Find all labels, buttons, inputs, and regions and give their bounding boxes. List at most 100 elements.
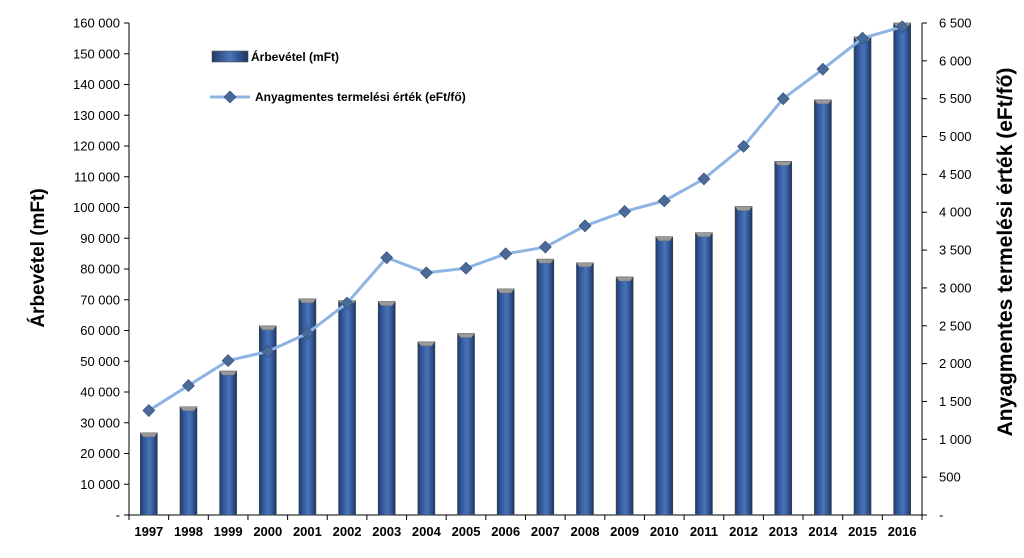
x-tick-label-2000: 2000 bbox=[253, 524, 282, 539]
line-point-2015 bbox=[856, 31, 869, 45]
y-left-tick-label: 140 000 bbox=[73, 77, 120, 92]
y-axis-right-ticks: - 500 1 000 1 500 2 000 2 500 3 000 3 500 4 000 4… bbox=[922, 16, 972, 523]
y-right-tick-label: - bbox=[939, 508, 943, 523]
bar-cap-2004 bbox=[417, 341, 436, 347]
legend-line-label: Anyagmentes termelési érték (eFt/fő) bbox=[255, 90, 466, 104]
bar-cap-2001 bbox=[298, 298, 317, 304]
bar-1998 bbox=[179, 406, 198, 516]
bar-cap-2006 bbox=[496, 288, 515, 294]
y-left-tick-label: 120 000 bbox=[73, 139, 120, 154]
y-right-tick-label: 6 000 bbox=[939, 53, 972, 68]
bar-1997 bbox=[140, 432, 158, 516]
y-left-tick-label: 40 000 bbox=[80, 385, 120, 400]
line-point-2008 bbox=[578, 219, 592, 233]
y-right-tick-label: 4 500 bbox=[939, 167, 972, 182]
line-point-2016 bbox=[895, 20, 909, 34]
y-right-tick-label: 6 500 bbox=[939, 16, 972, 31]
y-right-tick-label: 3 000 bbox=[939, 280, 972, 295]
line-point-2001 bbox=[301, 326, 314, 340]
bar-cap-2007 bbox=[536, 258, 555, 264]
x-tick-label-1997: 1997 bbox=[134, 524, 163, 539]
line-point-2011 bbox=[697, 172, 711, 186]
line-point-2012 bbox=[737, 139, 750, 153]
line-point-2000 bbox=[261, 345, 275, 358]
bar-2007 bbox=[536, 258, 555, 516]
y-left-tick-label: 160 000 bbox=[73, 16, 120, 31]
x-tick-label-2005: 2005 bbox=[452, 524, 481, 539]
line-point-2013 bbox=[776, 92, 790, 106]
bar-2015 bbox=[853, 36, 872, 516]
bar-2011 bbox=[695, 232, 713, 516]
bar-2004 bbox=[417, 341, 436, 516]
x-tick-label-2010: 2010 bbox=[650, 524, 679, 539]
bar-cap-1997 bbox=[139, 432, 158, 438]
x-tick-label-2001: 2001 bbox=[293, 524, 322, 539]
bar-2003 bbox=[377, 301, 396, 516]
bar-2010 bbox=[655, 236, 674, 516]
y-left-tick-label: 20 000 bbox=[80, 446, 120, 461]
y-right-tick-label: 5 000 bbox=[939, 129, 972, 144]
x-tick-label-2012: 2012 bbox=[729, 524, 758, 539]
line-point-1998 bbox=[182, 379, 195, 392]
x-tick-label-2013: 2013 bbox=[769, 524, 798, 539]
y-left-tick-label: 130 000 bbox=[73, 108, 120, 123]
line-point-2003 bbox=[380, 251, 394, 265]
line-point-2005 bbox=[459, 261, 473, 275]
line-point-2007 bbox=[538, 240, 552, 254]
y-left-tick-label: 30 000 bbox=[80, 415, 120, 430]
y-axis-left-title: Árbevétel (mFt) bbox=[27, 188, 49, 327]
line-series bbox=[142, 20, 909, 417]
x-tick-label-2003: 2003 bbox=[372, 524, 401, 539]
bar-cap-1998 bbox=[179, 406, 198, 411]
y-left-tick-label: 80 000 bbox=[80, 262, 120, 277]
x-tick-label-2008: 2008 bbox=[571, 524, 600, 539]
bar-cap-2013 bbox=[774, 161, 793, 166]
bar-cap-2011 bbox=[695, 232, 713, 237]
x-axis-ticks: 1997 1998 1999 2000 2001 2002 2003 2004 2005 2006… bbox=[128, 515, 923, 539]
bar-series bbox=[139, 22, 912, 516]
bar-cap-1999 bbox=[219, 370, 238, 376]
x-tick-label-2009: 2009 bbox=[610, 524, 639, 539]
line-path bbox=[148, 25, 903, 412]
bar-2012 bbox=[734, 206, 753, 516]
y-right-tick-label: 5 500 bbox=[939, 91, 972, 106]
x-tick-label-2006: 2006 bbox=[491, 524, 520, 539]
y-right-tick-label: 2 000 bbox=[939, 356, 972, 371]
y-left-tick-label: 90 000 bbox=[80, 231, 120, 246]
y-right-tick-label: 2 500 bbox=[939, 318, 972, 333]
y-left-tick-label: 70 000 bbox=[80, 292, 120, 307]
line-point-2010 bbox=[657, 194, 671, 208]
y-left-tick-label: 100 000 bbox=[73, 200, 120, 215]
line-point-2014 bbox=[816, 62, 830, 76]
y-right-tick-label: 4 000 bbox=[939, 205, 972, 220]
bar-2008 bbox=[576, 262, 594, 516]
bar-2002 bbox=[338, 300, 356, 516]
legend-bar-swatch bbox=[211, 50, 249, 63]
bar-cap-2009 bbox=[615, 276, 634, 282]
bar-1999 bbox=[219, 370, 237, 516]
y-left-tick-label: 10 000 bbox=[80, 477, 120, 492]
x-tick-label-1998: 1998 bbox=[174, 524, 203, 539]
y-left-tick-label: - bbox=[116, 508, 120, 523]
bar-2009 bbox=[615, 276, 634, 516]
bar-2006 bbox=[496, 288, 515, 516]
bar-cap-2000 bbox=[258, 325, 277, 331]
y-right-tick-label: 3 500 bbox=[939, 243, 972, 258]
bar-cap-2003 bbox=[377, 301, 396, 306]
bar-2014 bbox=[814, 99, 832, 516]
bar-2005 bbox=[457, 333, 475, 516]
y-right-tick-label: 1 000 bbox=[939, 432, 972, 447]
bar-cap-2012 bbox=[734, 206, 753, 211]
line-point-2006 bbox=[499, 247, 513, 261]
line-point-2009 bbox=[618, 205, 632, 218]
y-left-tick-label: 110 000 bbox=[74, 169, 120, 184]
x-tick-label-2016: 2016 bbox=[888, 524, 917, 539]
legend: Árbevétel (mFt) Anyagmentes termelési ér… bbox=[210, 49, 466, 104]
bar-cap-2005 bbox=[457, 333, 475, 338]
y-left-tick-label: 50 000 bbox=[80, 354, 120, 369]
legend-bar-label: Árbevétel (mFt) bbox=[251, 49, 339, 64]
x-tick-label-2014: 2014 bbox=[808, 524, 838, 539]
x-tick-label-2004: 2004 bbox=[412, 524, 442, 539]
x-tick-label-2015: 2015 bbox=[848, 524, 877, 539]
